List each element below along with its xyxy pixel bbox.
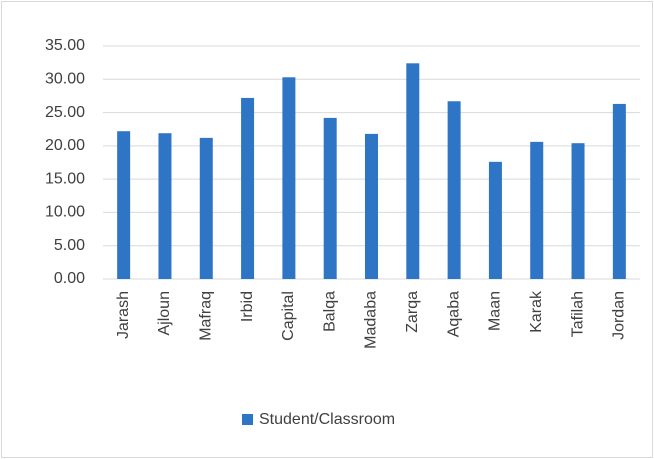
x-tick-label: Irbid [239,291,256,322]
x-tick-label: Madaba [363,291,380,349]
y-tick-label: 5.00 [54,237,85,254]
bar [530,141,544,279]
legend-swatch [242,414,253,425]
bar [241,97,255,279]
bar [447,101,461,279]
x-tick-label: Balqa [321,291,338,332]
y-tick-label: 20.00 [45,137,85,154]
legend-label: Student/Classroom [259,411,395,428]
x-tick-label: Jarash [115,291,132,339]
x-tick-label: Karak [528,290,545,333]
y-tick-label: 25.00 [45,104,85,121]
x-tick-label: Aqaba [445,291,462,337]
bar [158,133,172,279]
x-tick-label: Ajloun [156,291,173,335]
bar [488,161,502,279]
bar [199,137,213,279]
bar [571,143,585,279]
bar [323,117,337,279]
bar [406,63,420,280]
y-tick-label: 30.00 [45,71,85,88]
y-tick-label: 10.00 [45,204,85,221]
x-tick-label: Zarqa [404,291,421,333]
bar [117,131,131,279]
x-tick-label: Tafilah [569,291,586,337]
bar [282,77,296,279]
x-tick-label: Maan [487,291,504,331]
bar [612,103,626,279]
y-tick-label: 0.00 [54,270,85,287]
bar [365,133,378,279]
x-tick-label: Capital [280,291,297,341]
x-tick-label: Mafraq [197,291,214,341]
y-tick-label: 35.00 [45,37,85,54]
y-tick-label: 15.00 [45,170,85,187]
x-tick-label: Jordan [611,291,628,340]
